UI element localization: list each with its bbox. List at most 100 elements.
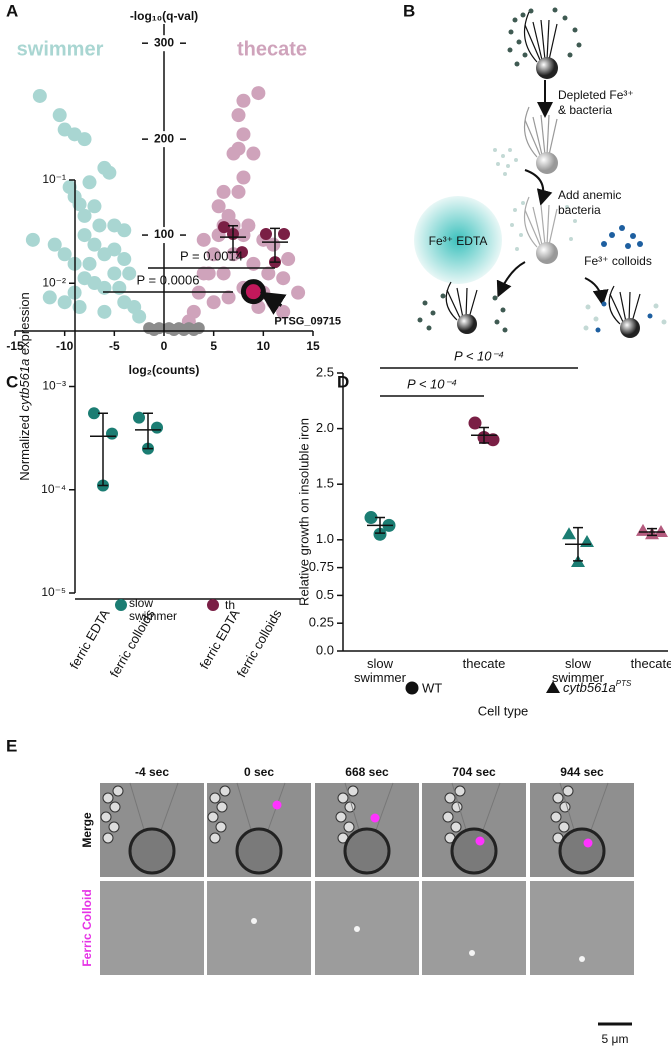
annotation: P = 0.0014 bbox=[180, 248, 243, 263]
cell-starved bbox=[523, 106, 558, 174]
colloid-merge bbox=[475, 836, 485, 846]
data-point bbox=[405, 681, 419, 695]
data-point bbox=[281, 252, 296, 267]
legend-marker bbox=[207, 599, 219, 611]
data-point bbox=[236, 170, 251, 185]
x-tick-label: -5 bbox=[109, 339, 120, 353]
bead bbox=[102, 792, 114, 804]
flagella bbox=[451, 782, 501, 834]
bead bbox=[216, 801, 228, 813]
data-point bbox=[92, 218, 107, 233]
error-bar bbox=[647, 527, 657, 537]
bead bbox=[102, 832, 114, 844]
data-point bbox=[364, 511, 378, 525]
bead bbox=[109, 801, 121, 813]
cell-fed bbox=[507, 7, 582, 79]
data-point bbox=[107, 242, 122, 257]
data-point bbox=[251, 86, 266, 101]
data-point bbox=[206, 247, 221, 262]
error-bar bbox=[270, 227, 280, 263]
data-point bbox=[106, 427, 118, 440]
time-label: 668 sec bbox=[345, 765, 389, 779]
cell bbox=[128, 827, 176, 875]
bead bbox=[552, 792, 564, 804]
text-box: slow swimmer bbox=[354, 657, 406, 685]
annotation: P < 10⁻⁴ bbox=[454, 348, 504, 363]
x-tick-label: 5 bbox=[210, 339, 217, 353]
data-point bbox=[226, 146, 241, 161]
time-label: -4 sec bbox=[135, 765, 169, 779]
panel-label: A bbox=[6, 1, 18, 20]
y-tick-label: 10⁻⁴ bbox=[41, 482, 66, 496]
bead bbox=[337, 792, 349, 804]
data-point bbox=[196, 232, 211, 247]
cell bbox=[235, 827, 283, 875]
error-bar bbox=[375, 516, 385, 534]
data-point bbox=[468, 416, 482, 430]
time-label: 704 sec bbox=[452, 765, 496, 779]
data-point bbox=[580, 535, 594, 548]
colloid-signal bbox=[469, 950, 475, 956]
cell-anemic bbox=[510, 196, 577, 264]
series-label: swimmer bbox=[17, 38, 104, 60]
data-point bbox=[148, 324, 161, 337]
data-point bbox=[77, 208, 92, 223]
data-point bbox=[546, 681, 560, 693]
colloid-signal bbox=[354, 926, 360, 932]
bead bbox=[335, 811, 347, 823]
data-point bbox=[82, 175, 97, 190]
data-point bbox=[57, 295, 72, 310]
x-tick-label: thecate bbox=[462, 657, 506, 671]
data-point bbox=[261, 266, 276, 281]
bead bbox=[444, 792, 456, 804]
x-tick-label: 15 bbox=[306, 339, 320, 353]
bead bbox=[562, 785, 574, 797]
data-point bbox=[97, 304, 112, 319]
cell-colloid bbox=[583, 285, 667, 338]
x-tick-label: 0 bbox=[161, 339, 168, 353]
data-point bbox=[562, 527, 576, 540]
data-point bbox=[218, 221, 230, 234]
x-axis-label: log₂(counts) bbox=[129, 363, 200, 377]
data-point bbox=[221, 290, 236, 305]
x-tick-label: ferric EDTA bbox=[196, 606, 242, 671]
data-point bbox=[133, 411, 145, 424]
data-point bbox=[636, 523, 650, 536]
x-axis-label: Cell type bbox=[478, 703, 529, 718]
data-point bbox=[266, 237, 281, 252]
data-point bbox=[72, 300, 87, 315]
data-point bbox=[52, 108, 67, 123]
y-axis-label-part: cytb561a bbox=[17, 359, 32, 412]
data-point bbox=[276, 271, 291, 286]
data-point bbox=[88, 407, 100, 420]
bead bbox=[347, 785, 359, 797]
colloid-merge bbox=[583, 838, 593, 848]
data-point bbox=[82, 256, 97, 271]
data-point bbox=[57, 247, 72, 262]
row-label: Ferric Colloid bbox=[80, 889, 94, 966]
data-point bbox=[177, 324, 190, 337]
row-label: Merge bbox=[80, 812, 94, 848]
data-point bbox=[654, 525, 668, 538]
colloid-image bbox=[207, 881, 311, 975]
y-tick-label: 0.25 bbox=[309, 615, 334, 630]
bead bbox=[207, 811, 219, 823]
colloid-signal bbox=[251, 918, 257, 924]
data-point bbox=[117, 252, 132, 267]
colloid-merge bbox=[272, 800, 282, 810]
colloid-image bbox=[100, 881, 204, 975]
tick-bg bbox=[151, 35, 177, 52]
data-point bbox=[47, 237, 62, 252]
y-tick-label: 100 bbox=[154, 227, 174, 241]
highlight-label: PTSG_09715 bbox=[274, 316, 341, 328]
data-point bbox=[117, 223, 132, 238]
y-tick-label: 0.0 bbox=[316, 642, 334, 657]
legend-label: WT bbox=[422, 680, 442, 695]
text-box: slow swimmer bbox=[129, 597, 177, 623]
y-tick-label: 1.5 bbox=[316, 476, 334, 491]
bead bbox=[219, 785, 231, 797]
data-point bbox=[42, 290, 57, 305]
data-point bbox=[87, 199, 102, 214]
text-box: thecate bbox=[631, 657, 671, 671]
panel-label: E bbox=[6, 736, 17, 755]
